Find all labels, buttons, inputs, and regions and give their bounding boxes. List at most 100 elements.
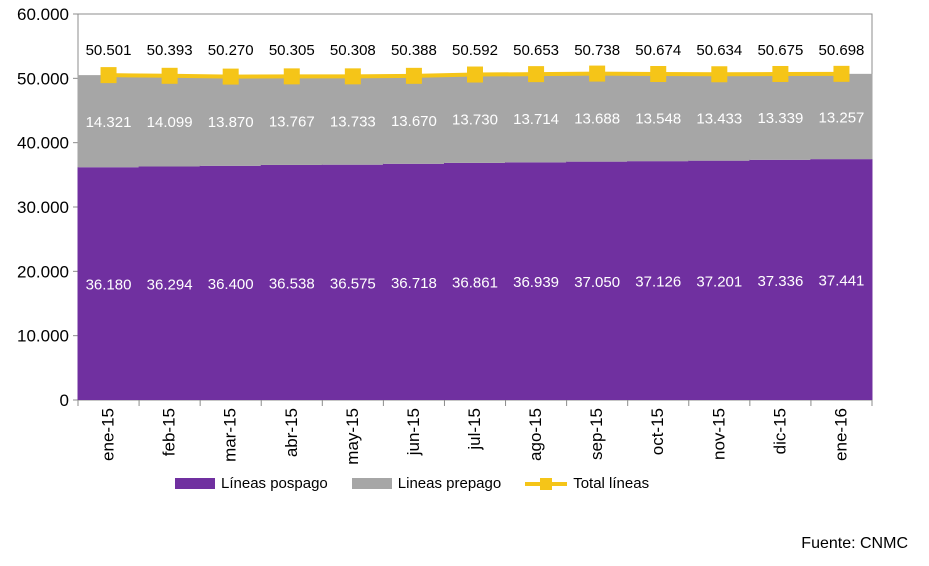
total-marker bbox=[833, 65, 850, 82]
x-tick-label: ago-15 bbox=[526, 408, 545, 461]
legend-swatch-total bbox=[525, 477, 568, 490]
data-label-total: 50.501 bbox=[86, 42, 132, 59]
bar-pospago bbox=[810, 159, 873, 400]
x-tick-label: jul-15 bbox=[465, 408, 484, 451]
bar-prepago bbox=[260, 76, 323, 165]
x-tick-label: ene-16 bbox=[831, 408, 850, 461]
x-axis: ene-15 feb-15 mar-15 abr-15 may-15 jun-15 jul-… bbox=[77, 400, 873, 465]
data-label-total: 50.675 bbox=[757, 42, 803, 59]
data-label-prepago: 14.099 bbox=[147, 114, 193, 131]
bar-prepago bbox=[138, 75, 201, 167]
total-marker bbox=[222, 68, 239, 85]
data-label-pospago: 37.201 bbox=[696, 273, 742, 290]
legend-item-pospago: Líneas pospago bbox=[175, 475, 328, 492]
bar-pospago bbox=[138, 166, 201, 400]
bar-prepago bbox=[321, 76, 384, 165]
x-tick-label: dic-15 bbox=[770, 408, 789, 454]
y-tick-label: 50.000 bbox=[17, 69, 69, 88]
data-label-pospago: 36.180 bbox=[86, 277, 132, 294]
bar-labels: 36.180 14.321 36.294 14.099 36.400 13.870 36.5… bbox=[86, 109, 865, 293]
bar-pospago bbox=[688, 160, 751, 400]
data-label-total: 50.674 bbox=[635, 42, 681, 59]
data-label-total: 50.308 bbox=[330, 42, 376, 59]
data-label-prepago: 14.321 bbox=[86, 114, 132, 131]
total-marker bbox=[100, 67, 117, 84]
y-axis: 0 10.000 20.000 30.000 40.000 50.000 60.000 bbox=[17, 5, 78, 410]
data-label-pospago: 36.718 bbox=[391, 275, 437, 292]
data-label-prepago: 13.688 bbox=[574, 111, 620, 128]
data-label-prepago: 13.730 bbox=[452, 112, 498, 129]
data-label-total: 50.305 bbox=[269, 42, 315, 59]
bar-prepago bbox=[749, 73, 812, 160]
bar-prepago bbox=[444, 74, 506, 163]
total-marker bbox=[405, 67, 422, 84]
legend-item-prepago: Lineas prepago bbox=[351, 475, 501, 492]
y-tick-label: 40.000 bbox=[17, 134, 69, 153]
y-tick-label: 10.000 bbox=[17, 327, 69, 346]
data-label-prepago: 13.670 bbox=[391, 113, 437, 130]
legend-swatch-prepago bbox=[351, 477, 392, 489]
bar-prepago bbox=[688, 74, 751, 161]
data-label-pospago: 37.050 bbox=[574, 274, 620, 291]
y-tick-label: 0 bbox=[60, 391, 69, 410]
data-label-pospago: 36.939 bbox=[513, 274, 559, 291]
total-marker bbox=[161, 67, 178, 84]
total-marker bbox=[589, 65, 606, 82]
data-label-total: 50.634 bbox=[696, 42, 742, 59]
data-label-pospago: 37.441 bbox=[819, 273, 865, 290]
bar-prepago bbox=[382, 75, 445, 164]
bar-prepago bbox=[566, 73, 629, 162]
data-label-prepago: 13.257 bbox=[819, 109, 865, 126]
bar-pospago bbox=[199, 165, 262, 400]
data-label-prepago: 13.870 bbox=[208, 114, 254, 131]
total-marker bbox=[772, 65, 789, 82]
bar-prepago bbox=[505, 74, 568, 163]
data-label-total: 50.592 bbox=[452, 42, 498, 59]
data-label-pospago: 36.294 bbox=[147, 276, 193, 293]
data-label-pospago: 36.575 bbox=[330, 275, 376, 292]
data-label-pospago: 36.861 bbox=[452, 274, 498, 291]
x-tick-label: nov-15 bbox=[709, 408, 728, 460]
y-tick-label: 20.000 bbox=[17, 262, 69, 281]
data-label-total: 50.698 bbox=[819, 42, 865, 59]
x-tick-label: ene-15 bbox=[99, 408, 118, 461]
data-label-pospago: 36.400 bbox=[208, 276, 254, 293]
total-marker bbox=[283, 68, 300, 85]
bars bbox=[77, 73, 873, 400]
data-label-prepago: 13.767 bbox=[269, 114, 315, 131]
bar-pospago bbox=[77, 167, 140, 400]
data-label-prepago: 13.733 bbox=[330, 114, 376, 131]
source-note: Fuente: CNMC bbox=[801, 535, 908, 552]
bar-prepago bbox=[810, 73, 873, 160]
data-label-total: 50.393 bbox=[147, 42, 193, 59]
x-tick-label: sep-15 bbox=[587, 408, 606, 460]
bar-pospago bbox=[321, 164, 384, 400]
data-label-total: 50.738 bbox=[574, 42, 620, 59]
total-marker bbox=[467, 66, 483, 83]
data-label-total: 50.270 bbox=[208, 42, 254, 59]
bar-prepago bbox=[627, 73, 690, 162]
bar-prepago bbox=[199, 76, 262, 166]
bar-pospago bbox=[382, 163, 445, 400]
total-marker bbox=[650, 65, 667, 82]
x-tick-label: oct-15 bbox=[648, 408, 667, 455]
data-label-pospago: 36.538 bbox=[269, 275, 315, 292]
bar-prepago bbox=[77, 75, 140, 168]
bar-pospago bbox=[566, 161, 629, 400]
legend-swatch-pospago bbox=[175, 477, 215, 489]
x-tick-label: feb-15 bbox=[160, 408, 179, 456]
bar-pospago bbox=[260, 164, 323, 400]
x-tick-label: jun-15 bbox=[404, 408, 423, 456]
legend: Líneas pospago Lineas prepago Total líne… bbox=[175, 471, 673, 495]
data-label-total: 50.653 bbox=[513, 42, 559, 59]
total-labels: 50.501 50.393 50.270 50.305 50.308 50.388 50.5… bbox=[86, 42, 865, 59]
y-tick-label: 60.000 bbox=[17, 5, 69, 24]
data-label-pospago: 37.336 bbox=[757, 273, 803, 290]
data-label-prepago: 13.714 bbox=[513, 111, 559, 128]
bar-pospago bbox=[444, 162, 506, 400]
total-line bbox=[100, 65, 850, 85]
bar-pospago bbox=[749, 159, 812, 400]
x-tick-label: may-15 bbox=[343, 408, 362, 465]
total-marker bbox=[344, 68, 361, 85]
